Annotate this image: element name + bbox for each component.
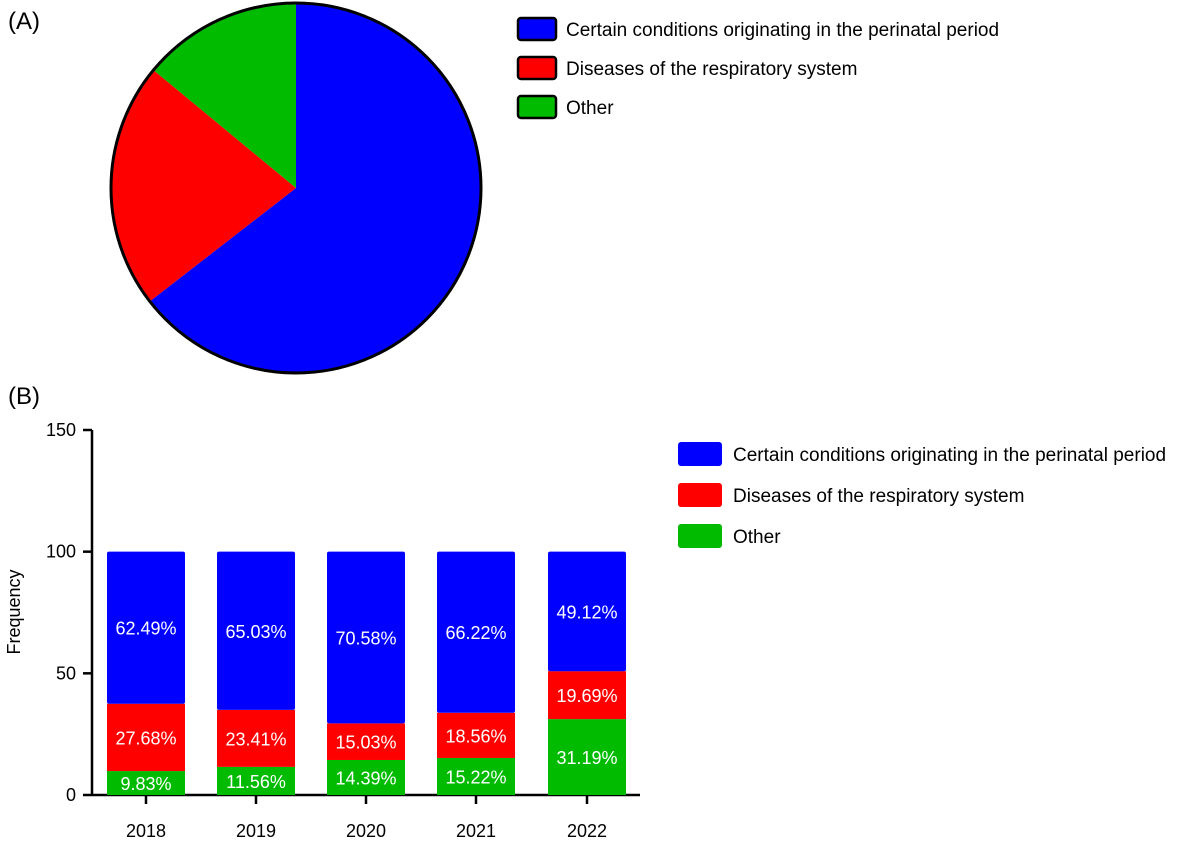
bar-legend-swatch-other [678, 524, 722, 548]
stacked-bar-chart: 0 50 100 150 Frequency 9.83% 27.68% 62.49% 2018 1… [4, 420, 640, 841]
pie-chart [109, 1, 483, 375]
bar-2019-diseases-of-the-respiratory-system [217, 709, 295, 767]
bar-legend-swatch-certain-conditions-originating-in-the-perinatal-period [678, 442, 722, 466]
bar-2018-diseases-of-the-respiratory-system [107, 703, 185, 772]
bar-label-2018-other: 9.83% [120, 774, 171, 794]
bar-label-2019-certain-conditions-originating-in-the-perinatal-period: 65.03% [225, 622, 286, 642]
bar-label-2021-certain-conditions-originating-in-the-perinatal-period: 66.22% [445, 623, 506, 643]
pie-legend-swatch-certain-conditions-originating-in-the-perinatal-period [516, 16, 558, 42]
bar-label-2018-certain-conditions-originating-in-the-perinatal-period: 62.49% [115, 619, 176, 639]
bar-2021-diseases-of-the-respiratory-system [437, 712, 515, 758]
pie-legend-swatch-other [516, 94, 558, 120]
bar-2022-certain-conditions-originating-in-the-perinatal-period [548, 551, 626, 672]
bar-legend-label-other: Other [733, 527, 781, 548]
y-tick-label-0: 0 [66, 785, 76, 805]
pie-legend-label-other: Other [566, 98, 614, 119]
bar-label-2020-diseases-of-the-respiratory-system: 15.03% [335, 733, 396, 753]
y-tick-label-100: 100 [46, 542, 76, 562]
bar-2018-certain-conditions-originating-in-the-perinatal-period [107, 551, 185, 704]
bar-label-2019-diseases-of-the-respiratory-system: 23.41% [225, 729, 286, 749]
x-tick-label-2020: 2020 [346, 821, 386, 841]
pie-slice-certain-conditions-originating-in-the-perinatal-period [149, 3, 481, 373]
pie-legend: Certain conditions originating in the pe… [516, 16, 999, 120]
bar-2019-other [217, 766, 295, 795]
pie-outline [109, 1, 483, 375]
bar-2020-other [327, 759, 405, 795]
bar-label-2018-diseases-of-the-respiratory-system: 27.68% [115, 728, 176, 748]
bar-label-2021-diseases-of-the-respiratory-system: 18.56% [445, 726, 506, 746]
bar-2022-diseases-of-the-respiratory-system [548, 671, 626, 720]
panel-a-label: (A) [8, 8, 40, 35]
bar-2021-certain-conditions-originating-in-the-perinatal-period [437, 551, 515, 713]
bar-label-2022-diseases-of-the-respiratory-system: 19.69% [556, 686, 617, 706]
panel-b-label: (B) [8, 383, 40, 410]
y-axis-title: Frequency [4, 569, 24, 654]
x-tick-label-2022: 2022 [567, 821, 607, 841]
x-tick-label-2021: 2021 [456, 821, 496, 841]
bar-label-2022-certain-conditions-originating-in-the-perinatal-period: 49.12% [556, 602, 617, 622]
bar-label-2020-certain-conditions-originating-in-the-perinatal-period: 70.58% [335, 629, 396, 649]
y-tick-label-150: 150 [46, 420, 76, 440]
bar-2022-other [548, 719, 626, 795]
bar-legend-swatch-diseases-of-the-respiratory-system [678, 483, 722, 507]
bar-2020-diseases-of-the-respiratory-system [327, 723, 405, 760]
y-tick-label-50: 50 [56, 663, 76, 683]
bar-legend-label-diseases-of-the-respiratory-system: Diseases of the respiratory system [733, 486, 1024, 507]
x-tick-label-2019: 2019 [236, 821, 276, 841]
bar-label-2019-other: 11.56% [226, 772, 286, 792]
bar-label-2022-other: 31.19% [556, 748, 617, 768]
pie-legend-label-certain-conditions-originating-in-the-perinatal-period: Certain conditions originating in the pe… [566, 20, 999, 41]
bar-2021-other [437, 757, 515, 795]
bar-label-2021-other: 15.22% [445, 767, 506, 787]
bar-2019-certain-conditions-originating-in-the-perinatal-period [217, 551, 295, 710]
x-tick-label-2018: 2018 [126, 821, 166, 841]
pie-legend-label-diseases-of-the-respiratory-system: Diseases of the respiratory system [566, 59, 857, 80]
pie-slice-other [153, 3, 296, 188]
bar-2020-certain-conditions-originating-in-the-perinatal-period [327, 551, 405, 724]
bar-legend: Certain conditions originating in the pe… [678, 442, 1166, 548]
pie-slice-diseases-of-the-respiratory-system [110, 70, 296, 302]
bar-2018-other [107, 771, 185, 795]
bar-legend-label-certain-conditions-originating-in-the-perinatal-period: Certain conditions originating in the pe… [733, 445, 1166, 466]
bar-label-2020-other: 14.39% [335, 768, 396, 788]
pie-legend-swatch-diseases-of-the-respiratory-system [516, 55, 558, 81]
